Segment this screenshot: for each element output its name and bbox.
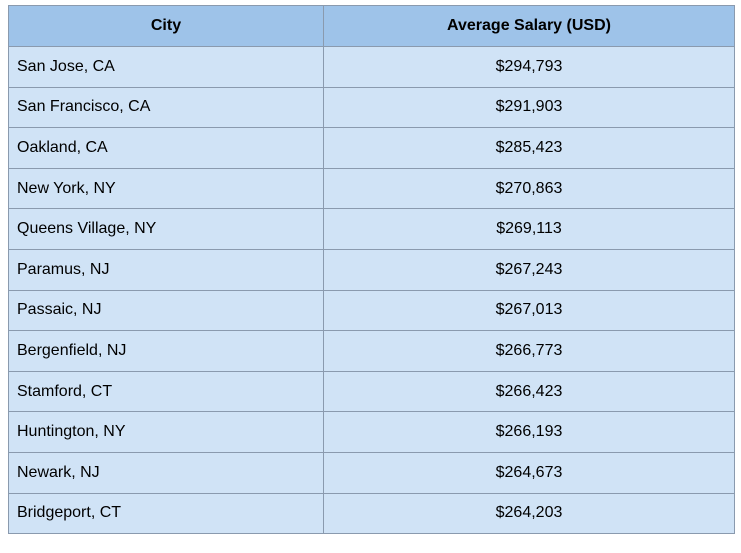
- city-cell: Stamford, CT: [8, 370, 324, 413]
- table-row: Stamford, CT $266,423: [8, 370, 735, 413]
- salary-cell: $291,903: [323, 86, 735, 129]
- table-row: Queens Village, NY $269,113: [8, 208, 735, 250]
- table-row: Bridgeport, CT $264,203: [8, 492, 735, 535]
- salary-table-container: City Average Salary (USD) San Jose, CA $…: [8, 5, 735, 535]
- city-cell: Paramus, NJ: [8, 248, 324, 291]
- table-row: New York, NY $270,863: [8, 167, 735, 210]
- city-cell: Newark, NJ: [8, 451, 324, 494]
- city-cell: San Francisco, CA: [8, 86, 324, 129]
- salary-cell: $267,013: [323, 289, 735, 332]
- salary-cell: $266,423: [323, 370, 735, 413]
- city-cell: Bridgeport, CT: [8, 492, 324, 535]
- table-row: Bergenfield, NJ $266,773: [8, 330, 735, 372]
- table-row: Passaic, NJ $267,013: [8, 289, 735, 332]
- table-row: Oakland, CA $285,423: [8, 127, 735, 169]
- city-cell: Huntington, NY: [8, 411, 324, 453]
- city-cell: Passaic, NJ: [8, 289, 324, 332]
- city-cell: San Jose, CA: [8, 46, 324, 88]
- table-row: San Jose, CA $294,793: [8, 46, 735, 88]
- salary-cell: $264,203: [323, 492, 735, 535]
- city-cell: Bergenfield, NJ: [8, 330, 324, 372]
- table-row: Huntington, NY $266,193: [8, 411, 735, 453]
- salary-cell: $285,423: [323, 127, 735, 169]
- column-header-average-salary: Average Salary (USD): [323, 5, 735, 47]
- table-header: City Average Salary (USD): [8, 5, 735, 47]
- salary-cell: $294,793: [323, 46, 735, 88]
- city-cell: New York, NY: [8, 167, 324, 210]
- salary-cell: $264,673: [323, 451, 735, 494]
- salary-cell: $269,113: [323, 208, 735, 250]
- header-row: City Average Salary (USD): [8, 5, 735, 47]
- salary-cell: $266,773: [323, 330, 735, 372]
- table-row: Newark, NJ $264,673: [8, 451, 735, 494]
- city-cell: Oakland, CA: [8, 127, 324, 169]
- salary-table: City Average Salary (USD) San Jose, CA $…: [8, 5, 735, 535]
- table-row: Paramus, NJ $267,243: [8, 248, 735, 291]
- salary-cell: $270,863: [323, 167, 735, 210]
- salary-cell: $267,243: [323, 248, 735, 291]
- table-body: San Jose, CA $294,793 San Francisco, CA …: [8, 46, 735, 535]
- city-cell: Queens Village, NY: [8, 208, 324, 250]
- column-header-city: City: [8, 5, 324, 47]
- table-row: San Francisco, CA $291,903: [8, 86, 735, 129]
- salary-cell: $266,193: [323, 411, 735, 453]
